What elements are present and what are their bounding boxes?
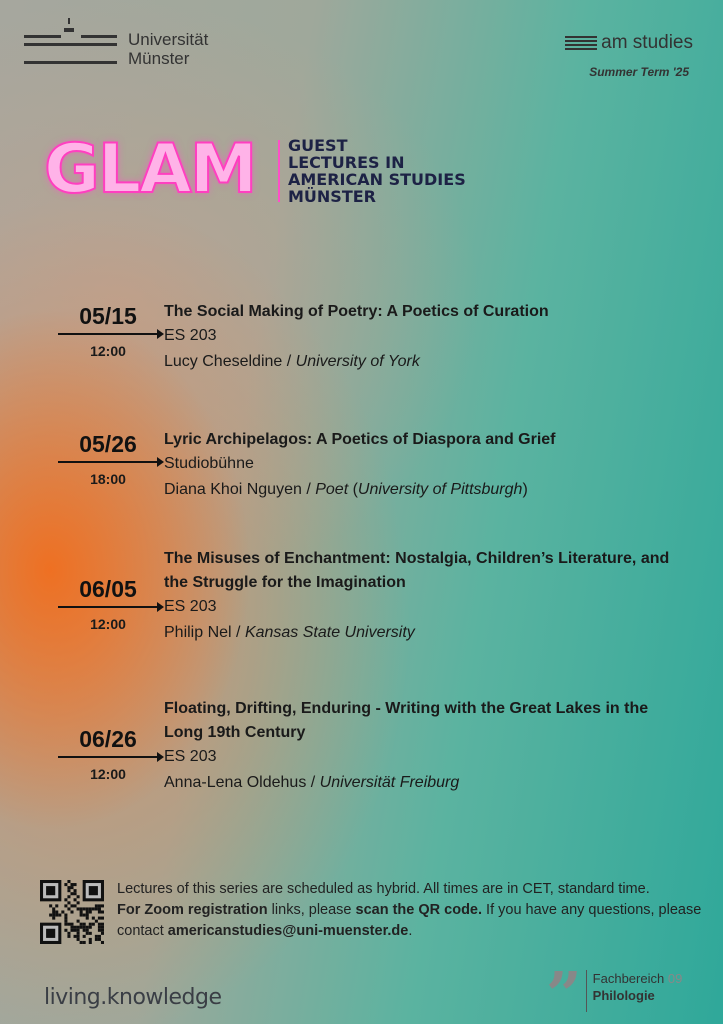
event-time: 12:00 bbox=[90, 766, 126, 782]
event-affiliation-extra: University of Pittsburgh bbox=[357, 481, 523, 498]
event-title: The Social Making of Poetry: A Poetics o… bbox=[164, 303, 549, 320]
event-affiliation: Poet bbox=[315, 481, 349, 498]
event-date: 06/05 bbox=[79, 576, 137, 602]
event-room: ES 203 bbox=[164, 327, 217, 344]
event-date: 05/26 bbox=[79, 431, 137, 457]
event-room: Studiobühne bbox=[164, 455, 254, 472]
event-title: Lyric Archipelagos: A Poetics of Diaspor… bbox=[164, 431, 556, 448]
event-title: Floating, Drifting, Enduring - Writing w… bbox=[164, 700, 649, 741]
qr-code[interactable] bbox=[40, 880, 104, 944]
event-speaker: Diana Khoi Nguyen bbox=[164, 481, 302, 498]
event-speaker: Anna-Lena Oldehus bbox=[164, 774, 307, 791]
event-time: 12:00 bbox=[90, 343, 126, 359]
university-name: Universität Münster bbox=[128, 30, 209, 68]
event-info: Lyric Archipelagos: A Poetics of Diaspor… bbox=[164, 428, 684, 502]
glam-logo: GLAM bbox=[43, 130, 258, 209]
arrow-icon bbox=[58, 457, 164, 467]
event-speaker: Philip Nel bbox=[164, 624, 232, 641]
event-date: 06/26 bbox=[79, 726, 137, 752]
event-affiliation: University of York bbox=[295, 353, 420, 370]
footer-info: Lectures of this series are scheduled as… bbox=[117, 881, 702, 939]
event-affiliation: Kansas State University bbox=[244, 624, 415, 641]
event-info: The Social Making of Poetry: A Poetics o… bbox=[164, 300, 684, 374]
event-speaker: Lucy Cheseldine bbox=[164, 353, 283, 370]
event-date: 05/15 bbox=[79, 303, 137, 329]
university-logo bbox=[24, 18, 214, 68]
event-affiliation: Universität Freiburg bbox=[319, 774, 460, 791]
event-room: ES 203 bbox=[164, 598, 217, 615]
term-label: Summer Term '25 bbox=[589, 65, 689, 79]
series-subtitle: GUEST LECTURES IN AMERICAN STUDIES MÜNST… bbox=[288, 136, 466, 206]
event-room: ES 203 bbox=[164, 748, 217, 765]
quote-mark-icon: ” bbox=[546, 958, 582, 1031]
event-time: 18:00 bbox=[90, 471, 126, 487]
book-icon bbox=[565, 36, 598, 50]
arrow-icon bbox=[58, 329, 164, 339]
event-title: The Misuses of Enchantment: Nostalgia, C… bbox=[164, 550, 670, 591]
arrow-icon bbox=[58, 752, 164, 762]
divider bbox=[278, 140, 280, 202]
event-time: 12:00 bbox=[90, 616, 126, 632]
event-info: The Misuses of Enchantment: Nostalgia, C… bbox=[164, 547, 684, 645]
faculty-logo: ” Fachbereich 09 Philologie bbox=[546, 958, 683, 1031]
arrow-icon bbox=[58, 602, 164, 612]
email-link[interactable]: americanstudies@uni-muenster.de bbox=[167, 923, 409, 939]
event-info: Floating, Drifting, Enduring - Writing w… bbox=[164, 697, 684, 795]
am-studies-logo: am studies bbox=[565, 32, 693, 54]
slogan: living.knowledge bbox=[44, 985, 222, 1010]
